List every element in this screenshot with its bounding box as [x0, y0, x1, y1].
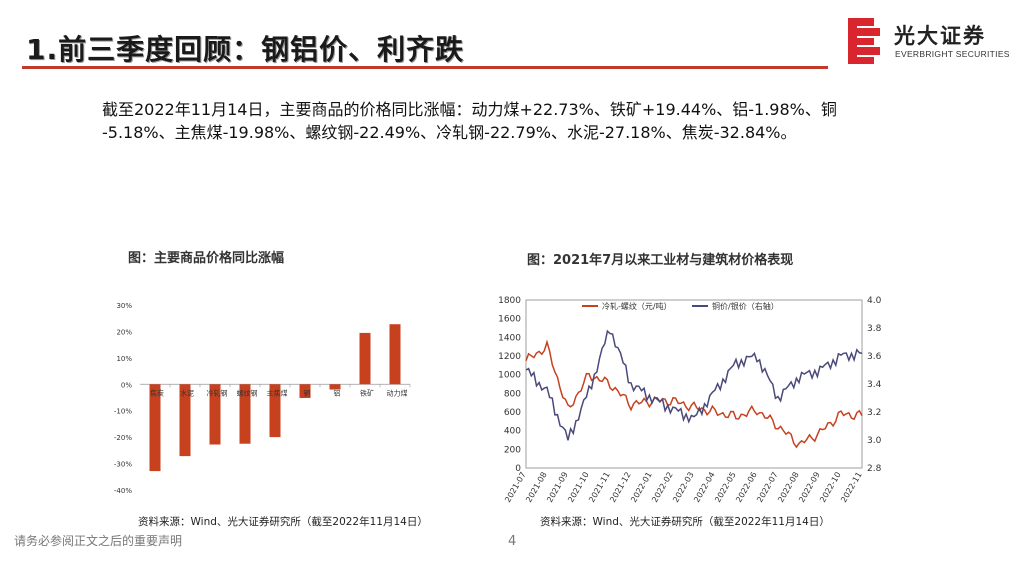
y-tick-label: -30% [114, 461, 132, 469]
yoy-change-bar-chart: 30% 20% 10% 0% -10% -20% -30% -40% 焦炭 水泥 冷轧钢 螺纹钢 主焦煤… [114, 302, 411, 495]
bar [149, 384, 161, 472]
category-label: 铝 [334, 388, 341, 397]
logo-chinese-name: 光大证券 [894, 24, 986, 48]
left-y-tick-label: 1800 [498, 296, 521, 306]
category-label: 水泥 [180, 388, 194, 397]
left-y-tick-label: 1600 [498, 315, 521, 325]
bar [239, 384, 251, 444]
left-y-tick-label: 1400 [498, 333, 521, 343]
series-line [525, 329, 863, 441]
right-y-tick-label: 3.6 [867, 352, 882, 362]
left-y-tick-label: 600 [504, 408, 521, 418]
bar [359, 332, 371, 385]
bar [269, 384, 281, 438]
plot-frame [525, 299, 863, 469]
slide-title: 1.前三季度回顾：钢铝价、利齐跌 [26, 33, 465, 66]
right-chart-title: 图：2021年7月以来工业材与建筑材价格表现 [527, 253, 794, 268]
bar [179, 384, 191, 457]
category-label: 主焦煤 [267, 388, 288, 397]
page-number: 4 [508, 534, 517, 549]
left-y-tick-label: 800 [504, 389, 521, 399]
category-label: 冷轧钢 [207, 388, 228, 397]
logo-english-name: EVERBRIGHT SECURITIES [895, 49, 1010, 59]
y-tick-label: 10% [116, 355, 132, 363]
bar [299, 384, 311, 398]
y-tick-label: 30% [116, 302, 132, 310]
right-y-tick-label: 3.4 [867, 380, 882, 390]
y-tick-label: -20% [114, 434, 132, 442]
bar [209, 384, 221, 445]
series-line [525, 339, 863, 449]
y-tick-label: -10% [114, 408, 132, 416]
category-label: 焦炭 [150, 388, 164, 397]
y-tick-label: 0% [121, 381, 132, 389]
right-y-tick-label: 3.8 [867, 324, 882, 334]
x-tick-label: 2022-11 [839, 471, 864, 504]
legend-label: 铜价/银价（右轴） [712, 301, 779, 311]
left-chart-title: 图：主要商品价格同比涨幅 [128, 251, 285, 266]
bar [329, 384, 341, 390]
category-label: 铜 [304, 388, 311, 397]
right-y-tick-label: 3.0 [867, 436, 882, 446]
left-y-tick-label: 1200 [498, 352, 521, 362]
disclaimer-footer: 请务必参阅正文之后的重要声明 [14, 534, 183, 548]
category-label: 铁矿 [360, 388, 374, 397]
right-chart-source: 资料来源：Wind、光大证券研究所（截至2022年11月14日） [540, 516, 830, 528]
legend-label: 冷轧-螺纹（元/吨） [602, 301, 672, 311]
right-y-tick-label: 4.0 [867, 296, 882, 306]
bar [389, 324, 401, 385]
y-tick-label: -40% [114, 487, 132, 495]
y-tick-label: 20% [116, 328, 132, 336]
right-y-tick-label: 2.8 [867, 464, 882, 474]
category-label: 螺纹钢 [237, 388, 258, 397]
left-chart-source: 资料来源：Wind、光大证券研究所（截至2022年11月14日） [138, 516, 428, 528]
price-performance-line-chart: 0 200 400 600 800 1000 1200 1400 1600 1800 2.8 3.0 3… [498, 296, 882, 504]
title-underline [22, 66, 828, 69]
left-y-tick-label: 400 [504, 427, 521, 437]
left-y-tick-label: 1000 [498, 371, 521, 381]
brand-logo: 光大证券 EVERBRIGHT SECURITIES [846, 18, 1016, 64]
left-y-tick-label: 0 [515, 464, 521, 474]
left-y-tick-label: 200 [504, 445, 521, 455]
right-y-tick-label: 3.2 [867, 408, 881, 418]
summary-paragraph: 截至2022年11月14日，主要商品的价格同比涨幅：动力煤+22.73%、铁矿+… [102, 100, 837, 142]
category-label: 动力煤 [387, 388, 408, 397]
everbright-logo-icon [848, 18, 880, 64]
